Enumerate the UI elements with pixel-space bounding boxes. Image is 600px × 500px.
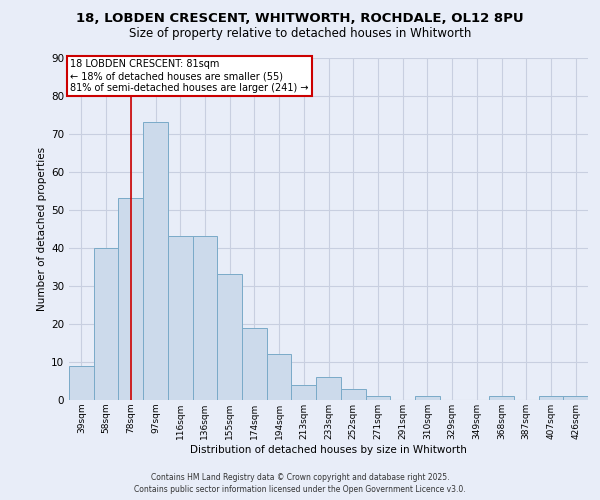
- Text: Contains HM Land Registry data © Crown copyright and database right 2025.: Contains HM Land Registry data © Crown c…: [151, 472, 449, 482]
- Text: Contains public sector information licensed under the Open Government Licence v3: Contains public sector information licen…: [134, 485, 466, 494]
- Bar: [489, 396, 514, 400]
- Bar: [118, 198, 143, 400]
- Bar: [267, 354, 292, 400]
- Bar: [365, 396, 390, 400]
- Bar: [69, 366, 94, 400]
- Bar: [292, 385, 316, 400]
- Text: 18 LOBDEN CRESCENT: 81sqm
← 18% of detached houses are smaller (55)
81% of semi-: 18 LOBDEN CRESCENT: 81sqm ← 18% of detac…: [70, 60, 309, 92]
- X-axis label: Distribution of detached houses by size in Whitworth: Distribution of detached houses by size …: [190, 444, 467, 454]
- Bar: [217, 274, 242, 400]
- Bar: [316, 377, 341, 400]
- Bar: [193, 236, 217, 400]
- Bar: [341, 388, 365, 400]
- Bar: [143, 122, 168, 400]
- Text: Size of property relative to detached houses in Whitworth: Size of property relative to detached ho…: [129, 28, 471, 40]
- Y-axis label: Number of detached properties: Number of detached properties: [37, 146, 47, 311]
- Text: 18, LOBDEN CRESCENT, WHITWORTH, ROCHDALE, OL12 8PU: 18, LOBDEN CRESCENT, WHITWORTH, ROCHDALE…: [76, 12, 524, 26]
- Bar: [563, 396, 588, 400]
- Bar: [242, 328, 267, 400]
- Bar: [539, 396, 563, 400]
- Bar: [168, 236, 193, 400]
- Bar: [94, 248, 118, 400]
- Bar: [415, 396, 440, 400]
